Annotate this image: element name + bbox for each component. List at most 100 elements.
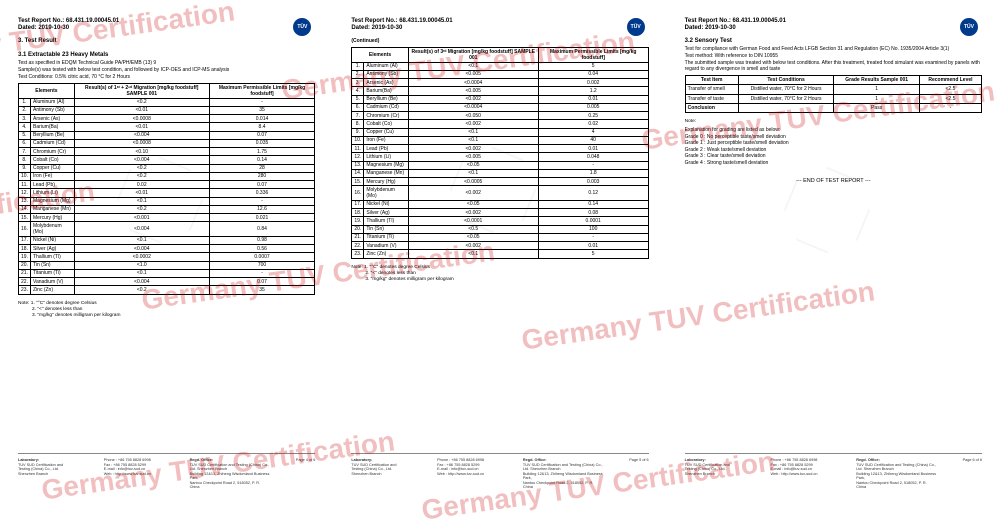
cell-limit: 1.2 [538, 87, 648, 95]
footer-text: TUV SUD Certification and Testing (China… [190, 463, 270, 472]
continued-label: (Continued) [351, 38, 648, 44]
page-number: Page 5 of 6 [609, 458, 649, 490]
cell-element: Mercury (Hg) [364, 178, 408, 186]
cell-element: Cobalt (Co) [31, 156, 75, 164]
cell: - [919, 103, 981, 112]
cell-element: Zinc (Zn) [31, 286, 75, 294]
cell-index: 15. [352, 178, 364, 186]
cell-element: Lead (Pb) [364, 145, 408, 153]
cell-index: 10. [352, 136, 364, 144]
footer-text: TUV SUD Certification and Testing (China… [523, 463, 603, 472]
table-row: 20.Tin (Sn)<0.5100 [352, 225, 648, 233]
cell-element: Arsenic (As) [31, 115, 75, 123]
col-results: Result(s) of 1ˢᵗ + 2ⁿᵈ Migration [mg/kg … [74, 84, 209, 99]
cell-index: 10. [19, 172, 31, 180]
page-footer: Laboratory: TUV SUD Certification and Te… [685, 453, 982, 490]
footer-text: Shenzhen Branch [685, 472, 765, 477]
table-row: 12.Lithium (Li)<0.010.336 [19, 189, 315, 197]
tuv-logo-icon: TÜV [960, 18, 978, 36]
cell-result: <0.001 [74, 214, 209, 222]
cell-result: <1.0 [74, 261, 209, 269]
section-3-1-title: 3.1 Extractable 23 Heavy Metals [18, 52, 315, 58]
cell-element: Titanium (Ti) [364, 233, 408, 241]
cell-element: Barium(Ba) [364, 87, 408, 95]
tuv-logo-icon: TÜV [627, 18, 645, 36]
page-footer: Laboratory: TUV SUD Certification and Te… [18, 453, 315, 490]
cell-result: <0.005 [408, 153, 538, 161]
page-footer: Laboratory: TUV SUD Certification and Te… [351, 453, 648, 490]
note: 3. "mg/kg" denotes milligram per kilogra… [351, 277, 648, 283]
footer-text: Building 12&13, Zhiheng Wisdomland Busin… [523, 472, 603, 481]
cell: Distilled water, 70°C for 2 Hours [738, 85, 834, 94]
table-row: 4.Barium(Ba)<0.018.4 [19, 123, 315, 131]
footer-text: TUV SUD Certification and Testing (China… [856, 463, 936, 472]
cell-element: Lithium (Li) [364, 153, 408, 161]
cell-limit: 0.98 [209, 236, 315, 244]
cell-result: <0.002 [408, 242, 538, 250]
cell-limit: 0.25 [538, 112, 648, 120]
cell-index: 7. [19, 148, 31, 156]
footnotes: Note: 1. "°C" denotes degree Celsius 2. … [351, 265, 648, 284]
cell-index: 9. [352, 128, 364, 136]
cell-index: 21. [19, 269, 31, 277]
section-3-2-title: 3.2 Sensory Test [685, 38, 982, 44]
cell-index: 2. [19, 106, 31, 114]
cell-result: <0.2 [74, 205, 209, 213]
table-row: 21.Titanium (Ti)<0.1- [19, 269, 315, 277]
end-of-report: --- END OF TEST REPORT --- [685, 178, 982, 184]
cell-element: Barium(Ba) [31, 123, 75, 131]
cell-limit: 0.12 [538, 186, 648, 201]
cell-index: 17. [19, 236, 31, 244]
cell-index: 12. [19, 189, 31, 197]
cell-element: Magnesium (Mg) [31, 197, 75, 205]
cell-element: Tin (Sn) [31, 261, 75, 269]
cell-limit: 0.005 [538, 103, 648, 111]
cell-element: Iron (Fe) [364, 136, 408, 144]
cell-index: 8. [352, 120, 364, 128]
cell-element: Manganese (Mn) [364, 169, 408, 177]
cell-element: Nickel (Ni) [31, 236, 75, 244]
footer-text: Building 12&13, Zhiheng Wisdomland Busin… [190, 472, 270, 481]
cell-index: 20. [352, 225, 364, 233]
cell-result: <0.1 [74, 236, 209, 244]
cell-index: 8. [19, 156, 31, 164]
cell-limit: 0.0007 [209, 253, 315, 261]
table-row: 16.Molybdenum (Mo)<0.0040.84 [19, 222, 315, 237]
col-elements: Elements [352, 48, 408, 63]
cell-index: 22. [352, 242, 364, 250]
cell-element: Titanium (Ti) [31, 269, 75, 277]
cell-element: Beryllium (Be) [31, 131, 75, 139]
cell: Transfer of taste [685, 94, 738, 103]
cell-result: <0.005 [408, 70, 538, 78]
cell-index: 3. [19, 115, 31, 123]
col-limits: Maximum Permissible Limits [mg/kg foodst… [538, 48, 648, 63]
cell-element: Molybdenum (Mo) [31, 222, 75, 237]
cell-limit: 1.75 [209, 148, 315, 156]
watermark-octagon [774, 158, 879, 263]
cell-element: Lithium (Li) [31, 189, 75, 197]
cell-result: <0.002 [408, 209, 538, 217]
footer-text: Nantou Checkpoint Road 2, 518052, P. R. … [856, 481, 936, 490]
cell-result: <0.05 [408, 233, 538, 241]
cell-limit: 0.56 [209, 245, 315, 253]
table-row: 12.Lithium (Li)<0.0050.048 [352, 153, 648, 161]
footer-text: Shenzhen Branch [18, 472, 98, 477]
report-page-3: TÜV Test Report No.: 68.431.19.00045.01 … [667, 0, 1000, 500]
cell-result: <0.0004 [408, 79, 538, 87]
cell: Conclusion [685, 103, 738, 112]
cell-element: Thallium (Tl) [31, 253, 75, 261]
cell-element: Silver (Ag) [364, 209, 408, 217]
cell-index: 13. [19, 197, 31, 205]
cell-result: <0.050 [408, 112, 538, 120]
footer-text: Shenzhen Branch [351, 472, 431, 477]
cell-result: <0.2 [74, 286, 209, 294]
cell-result: <0.0005 [408, 178, 538, 186]
table-row: 11.Lead (Pb)<0.0020.01 [352, 145, 648, 153]
cell-limit: 0.08 [538, 209, 648, 217]
cell-limit: 0.003 [538, 178, 648, 186]
page-number: Page 4 of 6 [275, 458, 315, 490]
metals-table-2: Elements Result(s) of 3ʳᵈ Migration [mg/… [351, 47, 648, 259]
table-row: 9.Copper (Cu)<0.14 [352, 128, 648, 136]
sensory-desc: Test method: With reference to DIN 10955 [685, 53, 982, 59]
table-row: 23.Zinc (Zn)<0.235 [19, 286, 315, 294]
